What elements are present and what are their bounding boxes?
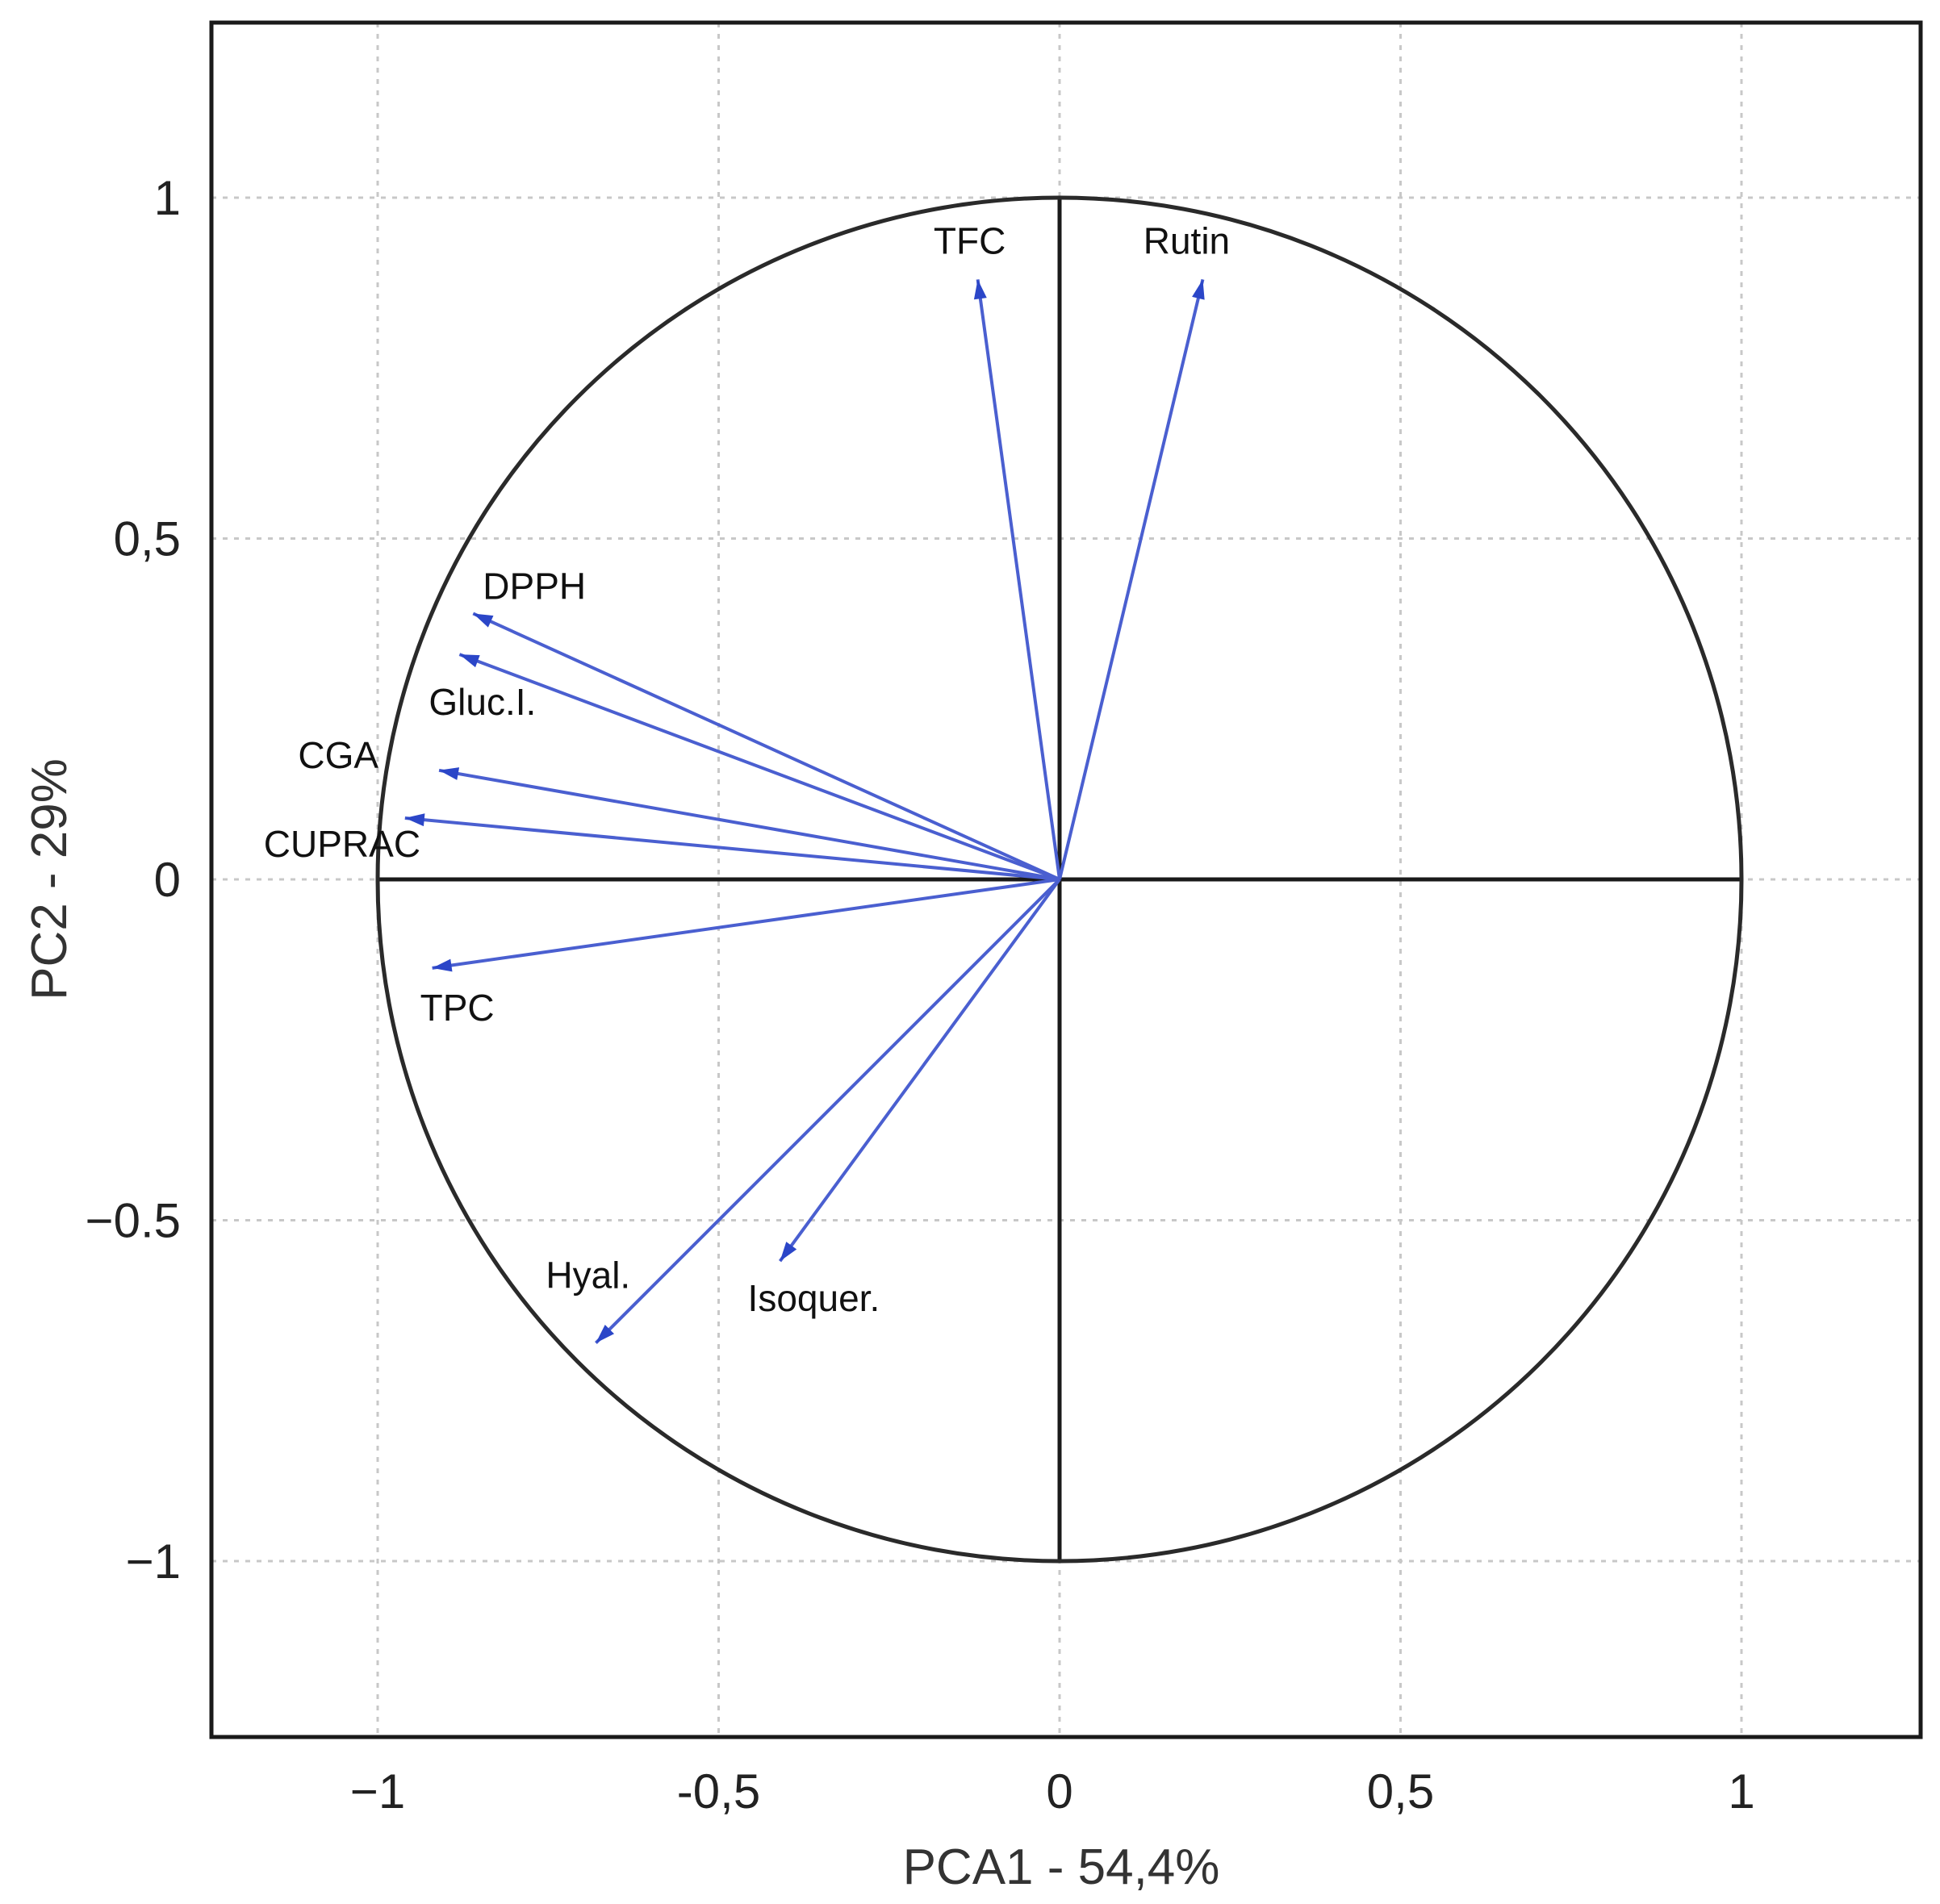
arrowhead-hyal [596, 1324, 615, 1343]
variable-label-gluc-i: Gluc.I. [429, 681, 536, 723]
x-tick-label: −1 [350, 1764, 405, 1818]
y-tick-label: 0 [154, 853, 181, 907]
y-axis-title: PC2 - 29% [22, 758, 77, 1000]
arrowhead-gluc-i [459, 654, 480, 668]
variable-label-hyal: Hyal. [546, 1255, 630, 1296]
loading-arrow-hyal [594, 878, 1061, 1345]
loading-arrow-tfc [976, 279, 1061, 880]
loading-arrow-tpc [432, 878, 1060, 970]
arrowhead-tpc [432, 958, 453, 972]
y-tick-label: −1 [126, 1534, 181, 1589]
arrowhead-tfc [973, 279, 987, 300]
y-tick-label: 1 [154, 171, 181, 225]
variable-label-rutin: Rutin [1144, 219, 1230, 261]
loading-arrow-rutin [1058, 278, 1205, 880]
variable-label-cga: CGA [298, 734, 378, 776]
arrowhead-cga [439, 767, 460, 780]
variable-label-tfc: TFC [934, 219, 1006, 261]
x-tick-label: 0 [1046, 1764, 1072, 1818]
variable-label-dpph: DPPH [483, 565, 586, 607]
variable-labels: TFC Rutin DPPH Gluc.I. CGA CUPRAC TPC Hyal. Isoq… [264, 219, 1230, 1319]
x-tick-label: -0,5 [677, 1764, 760, 1818]
variable-label-tpc: TPC [420, 987, 495, 1029]
x-tick-labels: −1 -0,5 0 0,5 1 [350, 1764, 1755, 1818]
arrowhead-isoquer [780, 1242, 797, 1262]
x-axis-title: PCA1 - 54,4% [903, 1839, 1220, 1895]
arrowhead-dpph [473, 613, 494, 628]
y-tick-labels: 1 0,5 0 −0.5 −1 [86, 171, 181, 1589]
loading-arrow-isoquer [778, 878, 1061, 1263]
correlation-circle [375, 195, 1744, 1564]
x-tick-label: 0,5 [1367, 1764, 1434, 1818]
x-tick-label: 1 [1728, 1764, 1754, 1818]
arrowhead-cuprac [404, 813, 425, 827]
y-tick-label: 0,5 [114, 512, 181, 566]
loading-arrows [404, 278, 1205, 1345]
loading-arrow-cuprac [404, 816, 1060, 881]
loading-arrow-cga [438, 768, 1060, 881]
loading-arrow-gluc-i [458, 653, 1060, 881]
plot-frame [209, 20, 1923, 1739]
y-tick-label: −0.5 [86, 1194, 181, 1248]
variable-label-cuprac: CUPRAC [264, 823, 420, 865]
loading-arrow-dpph [472, 612, 1060, 881]
arrowhead-rutin [1192, 279, 1205, 300]
variable-label-isoquer: Isoquer. [748, 1277, 880, 1319]
